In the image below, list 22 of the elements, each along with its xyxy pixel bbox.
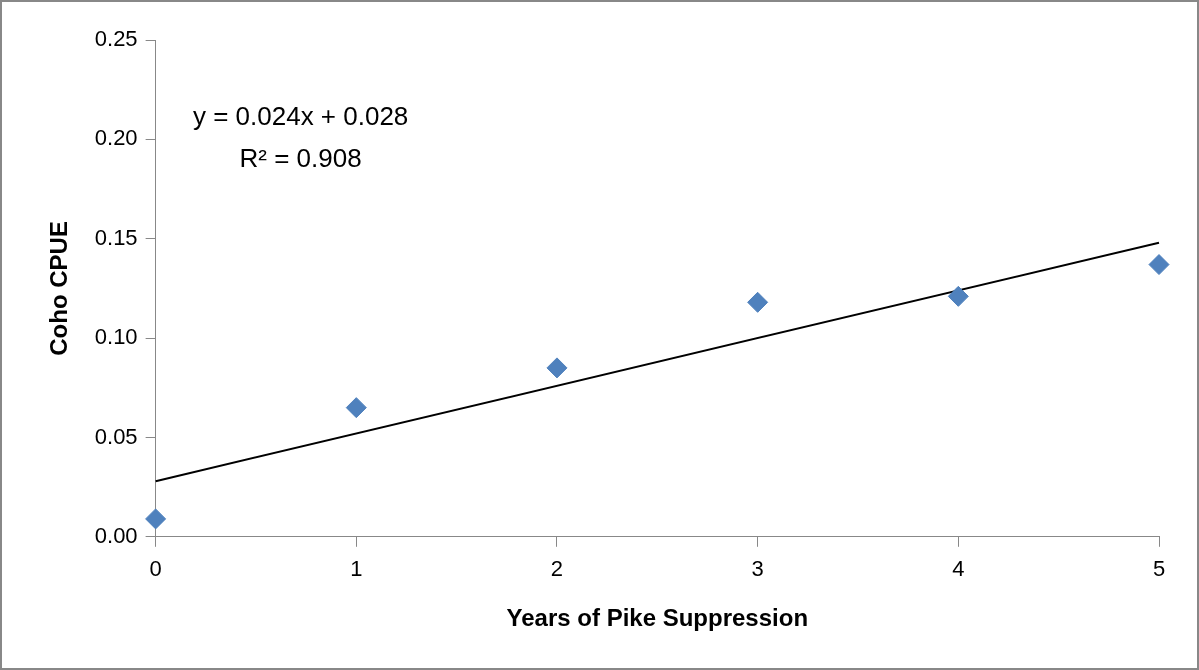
x-tick-label: 0 [149, 556, 162, 582]
y-tick-label: 0.00 [94, 522, 138, 548]
point [145, 508, 167, 530]
x-axis-title: Years of Pike Suppression [506, 604, 809, 632]
y-tick-label: 0.20 [94, 125, 138, 151]
x-tick-label: 3 [751, 556, 764, 582]
x-tick-label: 4 [952, 556, 965, 582]
annotation: R² = 0.908 [239, 143, 362, 174]
point [1148, 254, 1170, 276]
y-tick-label: 0.15 [94, 224, 138, 250]
x-tick-label: 2 [550, 556, 564, 582]
x-tick-label: 5 [1152, 556, 1166, 582]
y-tick-label: 0.05 [94, 423, 138, 449]
y-tick-label: 0.10 [94, 324, 138, 350]
x-tick-label: 1 [350, 556, 363, 582]
y-axis-title: Coho CPUE [45, 221, 73, 356]
point [345, 397, 367, 419]
point [546, 357, 568, 379]
point [747, 291, 769, 313]
annotation: y = 0.024x + 0.028 [192, 101, 409, 132]
point [947, 285, 969, 307]
y-tick-label: 0.25 [94, 26, 138, 52]
